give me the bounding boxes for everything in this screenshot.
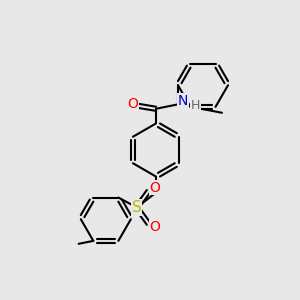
Text: N: N [178, 94, 188, 108]
Text: O: O [150, 220, 160, 234]
Text: H: H [191, 99, 200, 112]
Text: S: S [132, 200, 142, 215]
Text: O: O [128, 98, 138, 111]
Text: O: O [150, 181, 160, 195]
